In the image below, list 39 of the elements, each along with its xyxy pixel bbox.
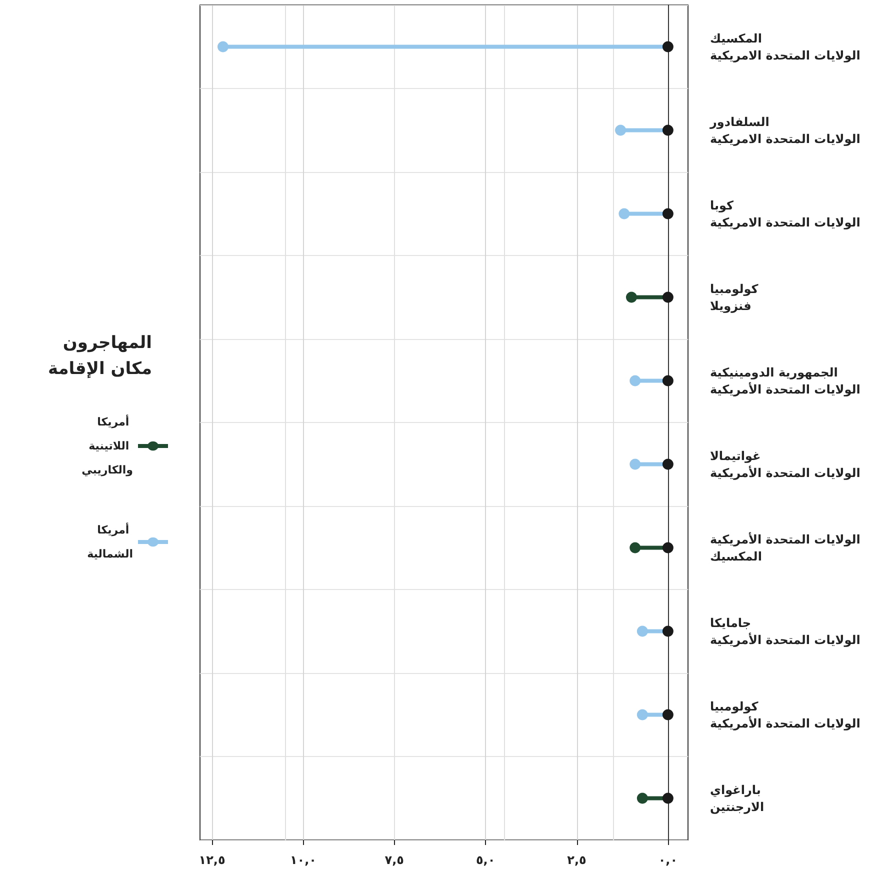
y-tick-label: غواتيمالا الولايات المتحدة الأمريكية [710, 448, 860, 480]
x-tick-label: ٠,٠ [658, 853, 678, 867]
point [662, 208, 674, 220]
legend-label: أمريكا اللاتينية والكاريبي [82, 414, 134, 476]
point [662, 375, 674, 386]
y-tick-label: كولومبيا فنزويلا [710, 282, 758, 313]
legend-label: أمريكا الشمالية [87, 522, 133, 560]
legend-title: المهاجرون مكان الإقامة [48, 333, 152, 379]
y-tick-label: كولومبيا الولايات المتحدة الأمريكية [710, 699, 860, 730]
y-tick-label: الجمهورية الدومينيكية الولايات المتحدة الأمريكية [710, 365, 860, 396]
y-tick-label: جامايكا الولايات المتحدة الأمريكية [710, 616, 860, 647]
point [662, 542, 674, 554]
point [217, 41, 228, 52]
point [636, 626, 648, 637]
y-tick-label: الولايات المتحدة الأمريكية المكسيك [710, 531, 860, 564]
point [630, 375, 641, 386]
point [662, 626, 674, 637]
point [636, 792, 648, 804]
point [662, 41, 674, 52]
x-tick-label: ٧,٥ [384, 853, 404, 867]
point [662, 292, 674, 303]
y-tick-label: المكسيك الولايات المتحدة الامريكية [710, 31, 860, 62]
y-tick-label: باراغواي الارجنتين [710, 782, 764, 814]
point [630, 542, 641, 554]
point [615, 124, 626, 136]
point [626, 292, 637, 303]
point [636, 709, 648, 720]
point [618, 208, 630, 220]
x-tick-label: ٢,٥ [567, 853, 586, 867]
x-tick-label: ١٢,٥ [198, 853, 226, 867]
y-tick-label: كوبا الولايات المتحدة الامريكية [710, 198, 860, 230]
point [662, 792, 674, 804]
x-tick-label: ١٠,٠ [290, 853, 316, 867]
point [662, 709, 674, 720]
y-tick-label: السلفادور الولايات المتحدة الامريكية [709, 114, 860, 146]
x-tick-label: ٥,٠ [476, 853, 496, 867]
point [662, 124, 674, 136]
point [630, 458, 641, 470]
point [662, 458, 674, 470]
